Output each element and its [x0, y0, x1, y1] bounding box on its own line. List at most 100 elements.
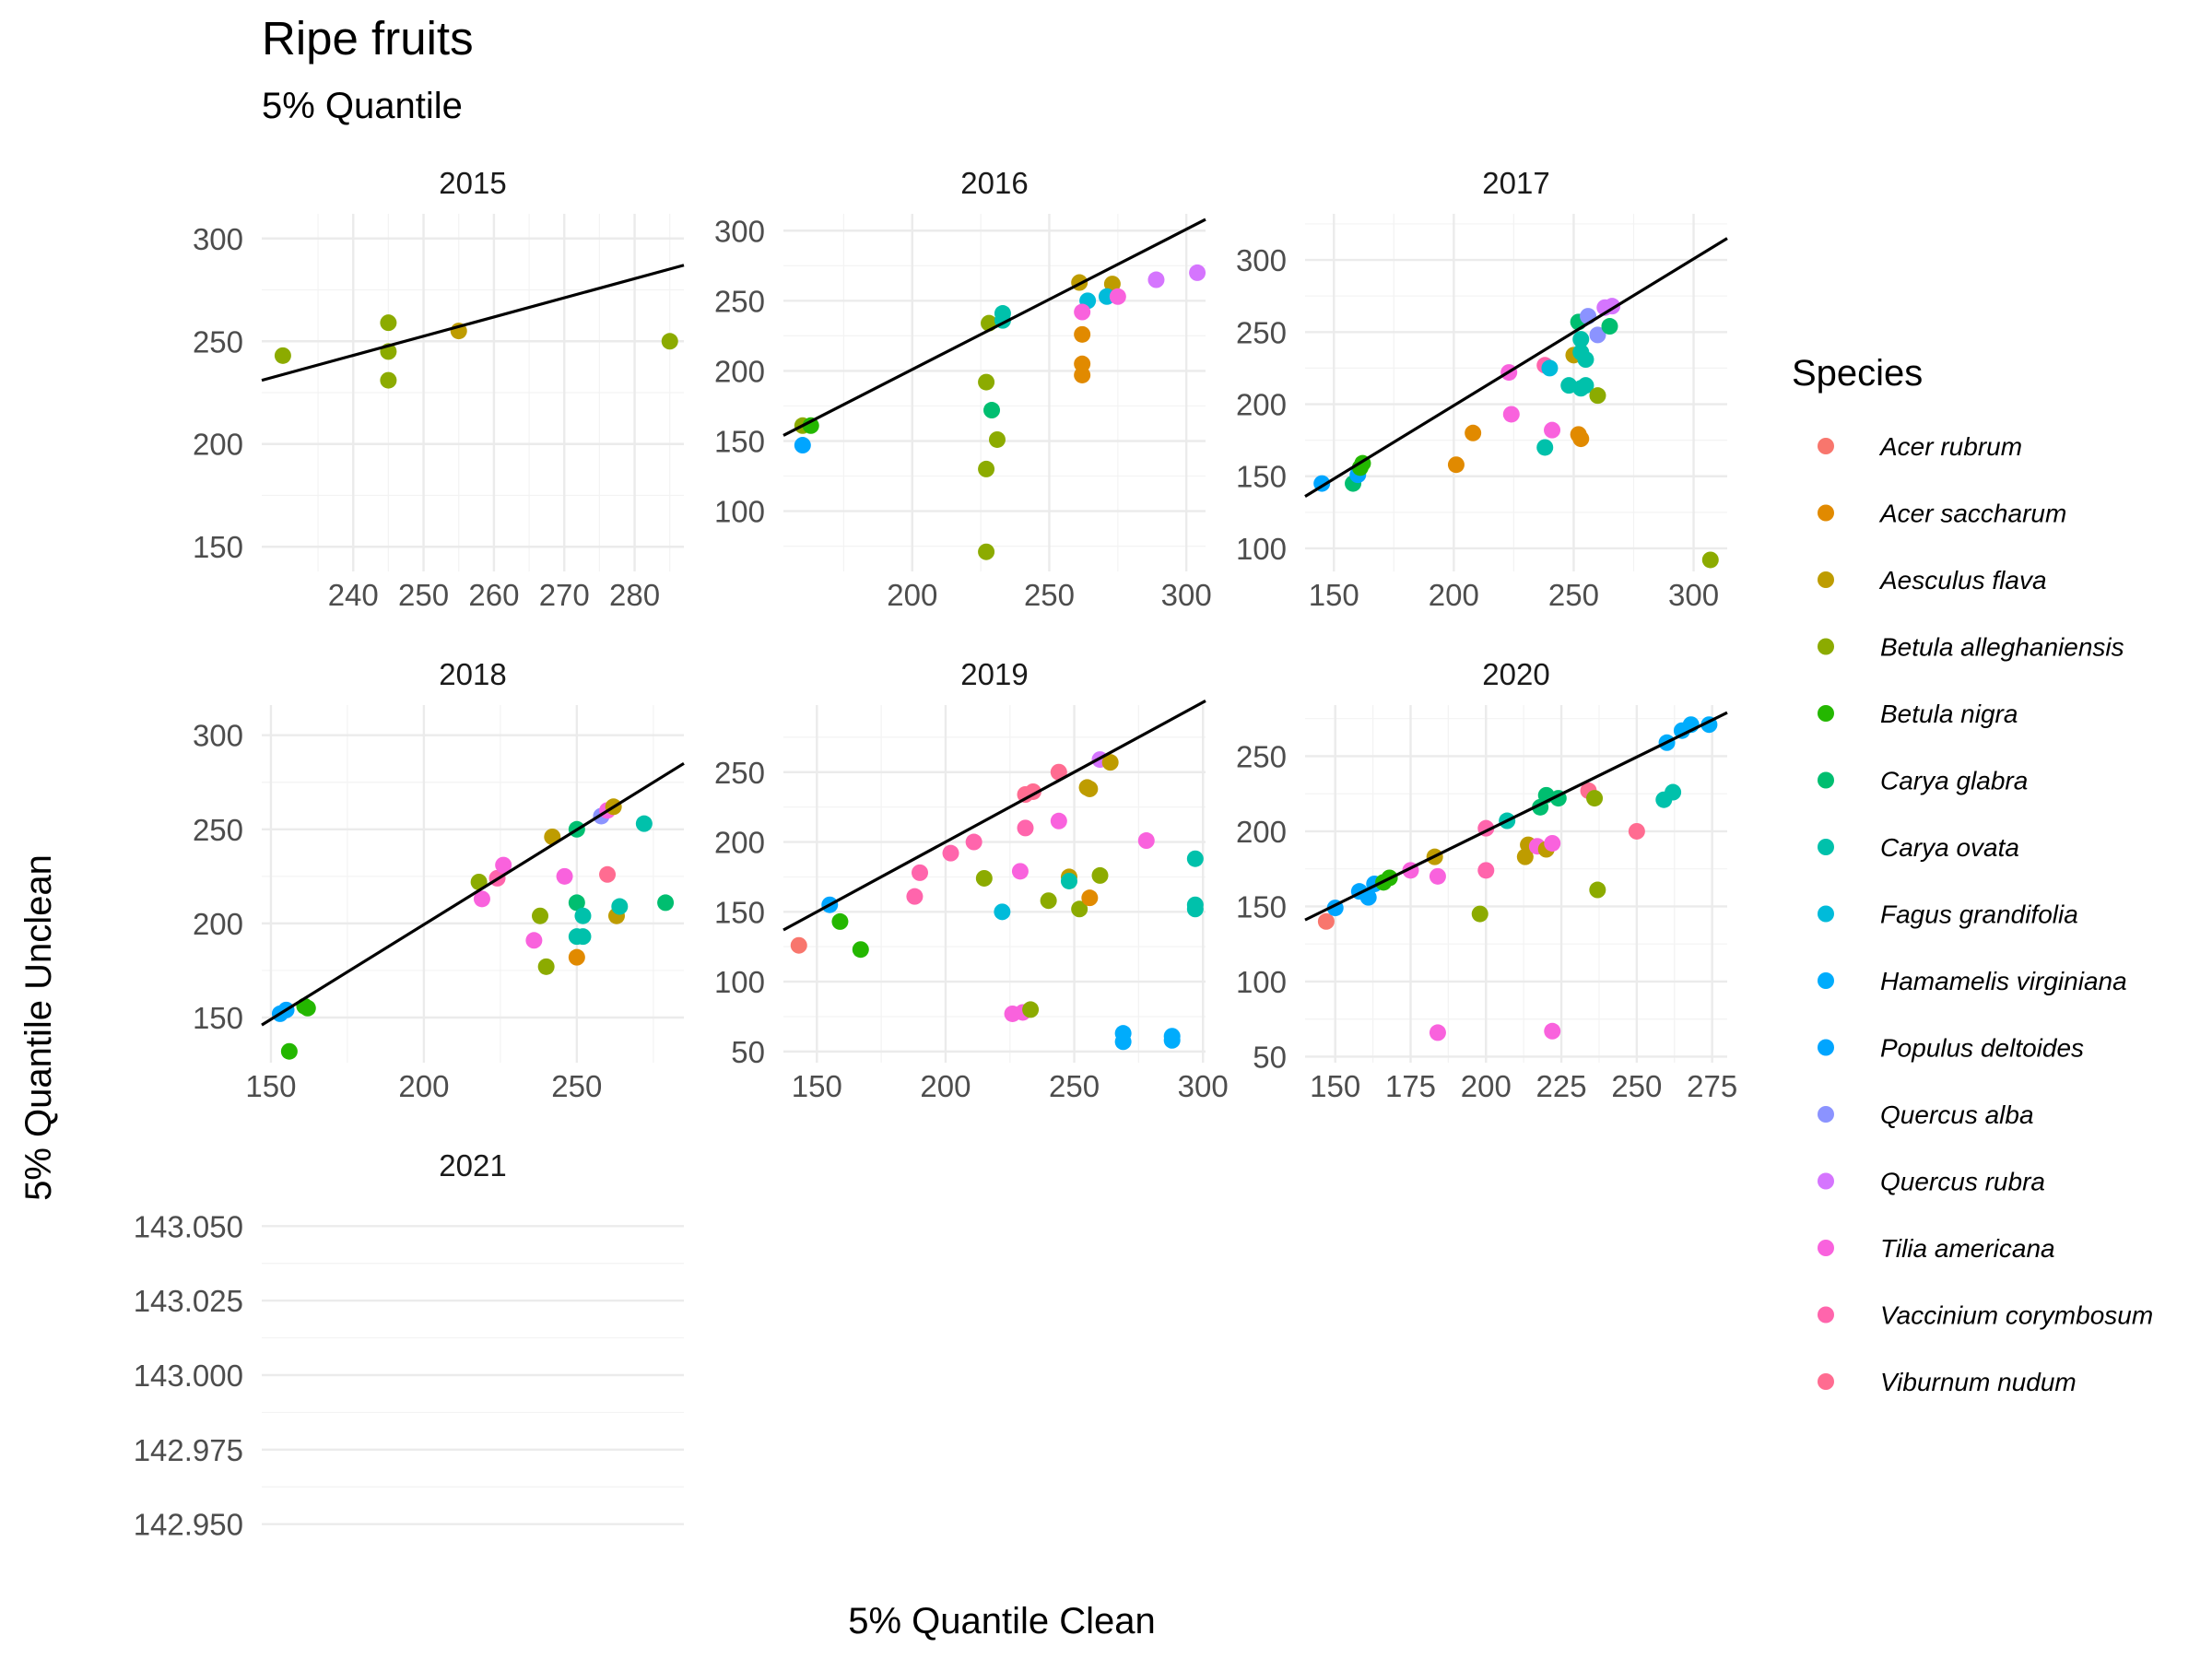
- y-tick-label: 200: [714, 826, 765, 860]
- fit-line: [782, 218, 1206, 437]
- legend-label: Betula alleghaniensis: [1880, 633, 2124, 662]
- data-point: [1589, 387, 1606, 405]
- legend-item: Quercus rubra: [1818, 1168, 2045, 1196]
- data-point: [380, 314, 397, 332]
- data-point: [1186, 850, 1204, 867]
- legend-label: Betula nigra: [1880, 700, 2018, 728]
- panel-2020: 2020 150 175 200 225 250 275 50 100 150 200 250: [1236, 657, 1737, 1103]
- data-point: [994, 903, 1011, 921]
- panel-2018: 2018 150 200 250 150 200 250 300: [193, 657, 685, 1103]
- x-tick-label: 250: [1548, 578, 1599, 612]
- data-point: [611, 898, 629, 915]
- panel-strip-label: 2016: [960, 166, 1028, 200]
- panel-strip-label: 2020: [1482, 657, 1549, 691]
- legend-label: Aesculus flava: [1878, 566, 2047, 594]
- data-point: [1536, 439, 1554, 456]
- y-tick-label: 150: [193, 1001, 243, 1035]
- legend-key: [1818, 905, 1834, 923]
- data-point: [1586, 790, 1604, 807]
- data-point: [1081, 889, 1099, 907]
- x-tick-label: 270: [539, 578, 590, 612]
- data-point: [1050, 812, 1067, 830]
- data-point: [1050, 763, 1067, 781]
- legend-label: Vaccinium corymbosum: [1880, 1301, 2153, 1330]
- data-point: [274, 347, 291, 364]
- legend-item: Betula nigra: [1818, 700, 2018, 728]
- data-point: [1137, 832, 1155, 850]
- y-tick-label: 100: [714, 495, 765, 529]
- data-point: [537, 958, 555, 975]
- data-point: [1429, 867, 1446, 885]
- data-point: [852, 941, 869, 959]
- data-point: [380, 371, 397, 389]
- data-point: [1109, 288, 1126, 305]
- data-point: [1601, 318, 1618, 335]
- x-tick-label: 150: [1309, 578, 1359, 612]
- x-tick-label: 260: [468, 578, 519, 612]
- panel-2021: 2021 142.950 142.975 143.000 143.025 143.050: [134, 1148, 684, 1542]
- data-point: [1163, 1031, 1181, 1049]
- legend-label: Viburnum nudum: [1880, 1368, 2077, 1396]
- x-tick-label: 250: [1049, 1069, 1100, 1103]
- legend-item: Aesculus flava: [1818, 566, 2047, 594]
- data-point: [525, 932, 543, 949]
- fit-line: [1304, 711, 1728, 922]
- legend-label: Acer rubrum: [1878, 432, 2022, 461]
- data-point: [978, 460, 995, 477]
- fit-line: [261, 761, 685, 1027]
- data-point: [1429, 1024, 1446, 1041]
- data-point: [1665, 783, 1682, 801]
- x-tick-label: 150: [792, 1069, 842, 1103]
- y-tick-label: 100: [1236, 532, 1287, 566]
- x-tick-label: 225: [1536, 1069, 1587, 1103]
- data-point: [975, 869, 993, 887]
- data-point: [1060, 872, 1077, 889]
- data-point: [1572, 430, 1590, 448]
- legend-item: Quercus alba: [1818, 1100, 2034, 1129]
- data-point: [1040, 892, 1057, 910]
- y-tick-label: 250: [193, 324, 243, 359]
- data-point: [1589, 326, 1606, 344]
- x-tick-label: 300: [1161, 578, 1212, 612]
- data-point: [794, 437, 811, 454]
- x-tick-label: 200: [1461, 1069, 1512, 1103]
- legend-item: Carya ovata: [1818, 833, 2019, 862]
- data-point: [1589, 881, 1606, 899]
- legend-item: Tilia americana: [1818, 1234, 2055, 1263]
- y-tick-label: 100: [714, 965, 765, 999]
- y-tick-label: 250: [714, 756, 765, 790]
- y-tick-label: 250: [1236, 315, 1287, 349]
- y-tick-label: 250: [714, 284, 765, 318]
- data-point: [978, 543, 995, 560]
- legend-key: [1818, 839, 1834, 855]
- panel-strip-label: 2017: [1482, 166, 1549, 200]
- y-tick-label: 300: [714, 214, 765, 248]
- data-point: [1103, 276, 1121, 293]
- data-point: [1544, 421, 1561, 439]
- y-tick-label: 200: [193, 907, 243, 941]
- data-point: [299, 999, 316, 1017]
- data-point: [983, 402, 1001, 419]
- data-point: [574, 907, 592, 924]
- data-point: [988, 430, 1006, 448]
- x-tick-label: 200: [398, 1069, 449, 1103]
- data-point: [1544, 1022, 1561, 1040]
- y-tick-label: 300: [193, 719, 243, 753]
- legend-key: [1818, 1306, 1834, 1324]
- data-point: [1147, 271, 1165, 288]
- data-point: [912, 864, 929, 881]
- panel-2019: 2019 150 200 250 300 50 100 150 200 250: [714, 657, 1229, 1103]
- legend-key: [1818, 1373, 1834, 1390]
- legend-item: Viburnum nudum: [1818, 1368, 2077, 1396]
- data-point: [1071, 900, 1088, 918]
- data-point: [1577, 351, 1594, 369]
- data-point: [790, 936, 807, 954]
- x-tick-label: 200: [887, 578, 937, 612]
- data-point: [532, 907, 549, 924]
- chart-subtitle: 5% Quantile: [262, 86, 463, 126]
- data-point: [1074, 303, 1091, 321]
- data-point: [1701, 551, 1719, 569]
- data-point: [1017, 819, 1034, 837]
- data-point: [1081, 780, 1099, 797]
- data-point: [906, 888, 924, 905]
